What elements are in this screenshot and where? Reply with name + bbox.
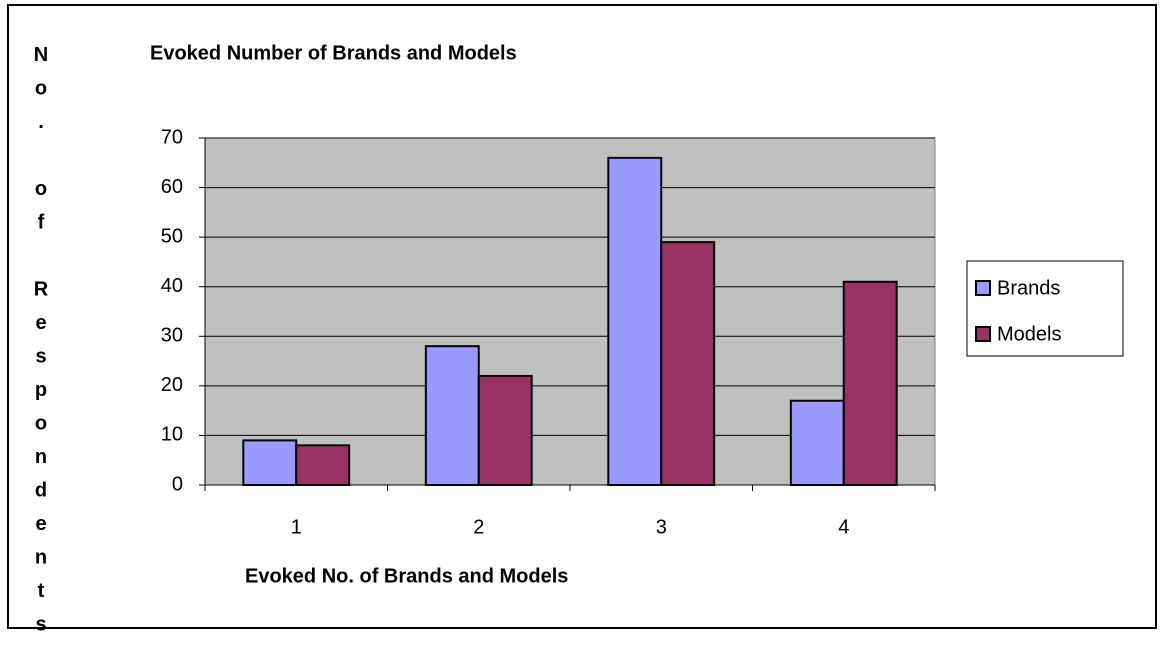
chart-title: Evoked Number of Brands and Models — [150, 42, 517, 64]
y-tick-label: 10 — [161, 424, 183, 446]
bar — [295, 444, 351, 487]
y-tick-label: 60 — [161, 176, 183, 198]
chart-frame — [7, 4, 1157, 629]
y-tick-label: 0 — [172, 473, 183, 495]
x-tick-label: 2 — [473, 516, 484, 538]
legend-swatch — [975, 326, 991, 342]
y-tick-label: 40 — [161, 275, 183, 297]
bar — [660, 241, 716, 486]
bar — [242, 439, 298, 486]
x-tick-label: 4 — [838, 516, 849, 538]
x-axis-label: Evoked No. of Brands and Models — [245, 565, 568, 587]
x-tick-label: 1 — [291, 516, 302, 538]
page: Evoked Number of Brands and Models Evoke… — [7, 4, 1157, 647]
bar — [607, 156, 663, 486]
legend-swatch — [975, 280, 991, 296]
legend-label: Models — [997, 323, 1061, 345]
y-axis-label: No. of Respondents — [30, 44, 52, 647]
bar — [842, 280, 898, 486]
bar — [789, 399, 845, 487]
legend-label: Brands — [997, 277, 1060, 299]
y-tick-label: 30 — [161, 325, 183, 347]
y-tick-label: 70 — [161, 126, 183, 148]
y-tick-label: 50 — [161, 225, 183, 247]
legend-box — [966, 260, 1124, 357]
x-tick-label: 3 — [656, 516, 667, 538]
bar — [424, 345, 480, 487]
chart: Evoked Number of Brands and Models Evoke… — [7, 4, 1157, 629]
y-tick-label: 20 — [161, 374, 183, 396]
bar — [477, 374, 533, 487]
